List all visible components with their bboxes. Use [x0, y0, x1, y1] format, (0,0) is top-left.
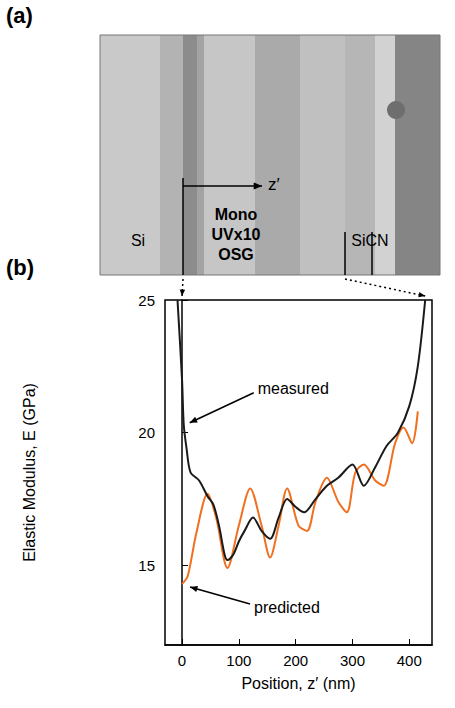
svg-text:predicted: predicted [254, 599, 320, 616]
svg-text:400: 400 [397, 652, 422, 669]
svg-text:(b): (b) [6, 255, 34, 280]
svg-text:UVx10: UVx10 [212, 226, 261, 243]
svg-text:(a): (a) [6, 3, 33, 28]
svg-text:SiCN: SiCN [351, 232, 388, 249]
svg-text:measured: measured [258, 380, 329, 397]
svg-text:Si: Si [131, 232, 145, 249]
svg-text:OSG: OSG [218, 246, 254, 263]
svg-text:25: 25 [138, 292, 155, 309]
svg-text:200: 200 [283, 652, 308, 669]
svg-text:20: 20 [138, 424, 155, 441]
svg-text:Position, z′ (nm): Position, z′ (nm) [241, 675, 355, 692]
svg-text:Mono: Mono [215, 206, 258, 223]
svg-text:Elastic Modulus, E (GPa): Elastic Modulus, E (GPa) [21, 383, 38, 562]
svg-text:100: 100 [226, 652, 251, 669]
svg-text:300: 300 [340, 652, 365, 669]
svg-text:15: 15 [138, 557, 155, 574]
svg-text:0: 0 [178, 652, 186, 669]
svg-text:z′: z′ [268, 175, 280, 194]
